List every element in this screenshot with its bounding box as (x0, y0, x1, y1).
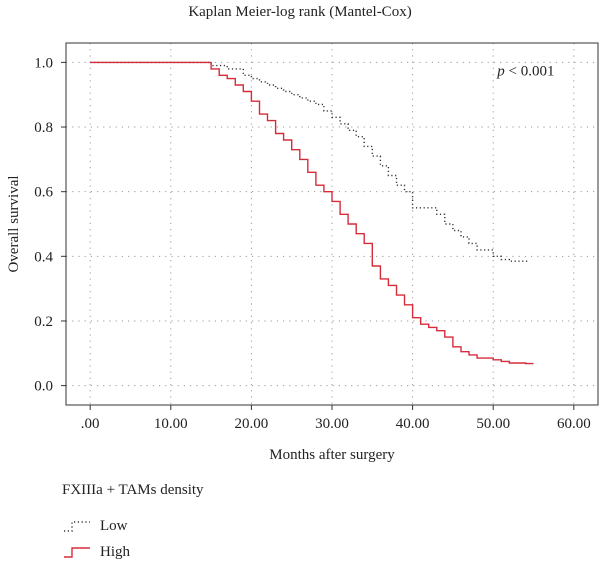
legend-label-low: Low (100, 517, 128, 534)
x-tick-label: 30.00 (315, 416, 349, 432)
p-value-annotation: p < 0.001 (496, 63, 554, 79)
x-tick-label: 60.00 (557, 416, 591, 432)
p-symbol: p (496, 63, 505, 79)
y-axis: 0.0 0.2 0.4 0.6 0.8 1.0 (34, 55, 66, 395)
series-line-low (90, 61, 530, 262)
series-line-high (90, 61, 534, 365)
y-tick-label: 0.0 (34, 379, 53, 395)
y-tick-label: 0.2 (34, 314, 53, 330)
legend: FXIIIa + TAMs density Low High (62, 482, 204, 565)
x-tick-label: 40.00 (396, 416, 430, 432)
p-value-text: < 0.001 (505, 63, 555, 79)
legend-title: FXIIIa + TAMs density (62, 482, 204, 498)
legend-swatch-high (64, 547, 90, 558)
series-lines (90, 61, 534, 365)
y-axis-label: Overall survival (6, 175, 22, 272)
legend-item-low: Low (62, 513, 204, 539)
legend-swatch-low (64, 521, 90, 532)
y-tick-label: 0.8 (34, 120, 53, 136)
survival-chart: Kaplan Meier-log rank (Mantel-Cox) .00 10… (6, 4, 599, 463)
x-tick-label: 10.00 (154, 416, 188, 432)
legend-label-high: High (100, 543, 130, 560)
chart-title: Kaplan Meier-log rank (Mantel-Cox) (188, 4, 411, 20)
x-tick-label: 20.00 (235, 416, 269, 432)
y-tick-label: 1.0 (34, 55, 53, 71)
x-tick-label: .00 (81, 416, 100, 432)
y-tick-label: 0.4 (34, 249, 53, 265)
x-tick-label: 50.00 (476, 416, 510, 432)
x-axis: .00 10.00 20.00 30.00 40.00 50.00 60.00 (81, 405, 591, 432)
x-axis-label: Months after surgery (269, 447, 395, 463)
grid (66, 43, 598, 405)
y-tick-label: 0.6 (34, 185, 53, 201)
legend-item-high: High (62, 539, 204, 565)
